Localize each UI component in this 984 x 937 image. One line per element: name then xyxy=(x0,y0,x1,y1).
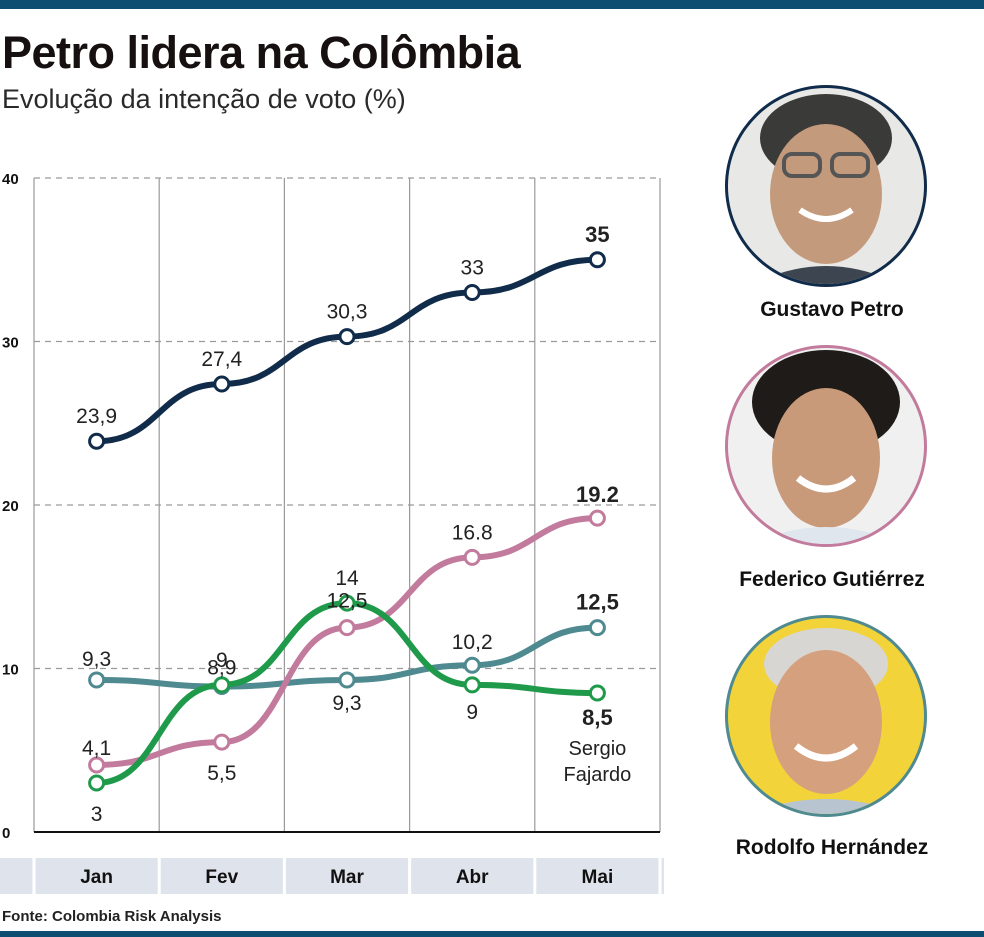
x-tick-label: Mar xyxy=(330,867,364,888)
data-label: 8,5 xyxy=(582,705,613,730)
data-label: 35 xyxy=(585,222,609,247)
series-point xyxy=(588,251,606,269)
portrait-rodolfo-hernandez: Rodolfo Hernández xyxy=(722,612,930,862)
data-label: 19.2 xyxy=(576,482,619,507)
data-label: 9,3 xyxy=(82,648,111,671)
series-point xyxy=(463,548,481,566)
y-tick-label: 10 xyxy=(2,662,19,679)
data-label: 12,5 xyxy=(576,590,619,615)
x-tick-label: Fev xyxy=(205,867,238,888)
series-points xyxy=(88,251,606,792)
data-label: 9,3 xyxy=(332,692,361,715)
data-label: 4,1 xyxy=(82,737,111,760)
candidate-name-petro: Gustavo Petro xyxy=(760,298,904,321)
y-tick-label: 20 xyxy=(2,498,19,515)
y-tick-label: 0 xyxy=(2,825,10,842)
series-point xyxy=(588,684,606,702)
data-label: 3 xyxy=(91,803,103,826)
portrait-gustavo-petro: Gustavo Petro xyxy=(722,82,930,332)
data-label: 33 xyxy=(461,256,484,279)
series-annotation: Sergio xyxy=(568,738,626,760)
x-tick-label: Jan xyxy=(80,867,113,888)
candidate-name-hernandez: Rodolfo Hernández xyxy=(735,836,929,859)
series-point xyxy=(88,432,106,450)
series-point xyxy=(338,619,356,637)
category-bar: Jan Fev Mar Abr Mai xyxy=(0,858,664,894)
candidate-name-gutierrez: Federico Gutiérrez xyxy=(739,568,925,591)
series-point xyxy=(588,619,606,637)
y-tick-label: 30 xyxy=(2,335,19,352)
x-tick-label: Mai xyxy=(582,867,614,888)
series-point xyxy=(213,676,231,694)
chart-grid: 0 10 20 30 40 xyxy=(2,171,661,842)
category-band xyxy=(0,858,664,894)
data-labels: 23,9 27,4 30,3 33 35 4,1 5,5 12,5 16.8 19.2 9,3 8,9… xyxy=(76,222,631,826)
series-point xyxy=(88,774,106,792)
gutierrez-photo xyxy=(725,345,927,547)
data-label: 23,9 xyxy=(76,405,117,428)
series-point xyxy=(213,733,231,751)
data-label: 9 xyxy=(466,701,478,724)
series-point xyxy=(213,375,231,393)
series-point xyxy=(338,594,356,612)
source-note: Fonte: Colombia Risk Analysis xyxy=(2,908,222,925)
data-label: 10,2 xyxy=(452,631,493,654)
series-point xyxy=(338,671,356,689)
series-point xyxy=(463,676,481,694)
x-tick-label: Abr xyxy=(456,867,489,888)
data-label: 30,3 xyxy=(327,301,368,324)
portrait-federico-gutierrez: Federico Gutiérrez xyxy=(722,342,930,592)
petro-photo xyxy=(725,85,927,287)
series-line xyxy=(93,515,601,768)
series-line xyxy=(93,256,601,445)
data-label: 5,5 xyxy=(207,762,236,785)
data-label: 9 xyxy=(216,649,228,672)
hernandez-photo xyxy=(725,615,927,817)
data-label: 8,9 xyxy=(207,656,236,679)
top-rule xyxy=(0,0,984,9)
data-label: 27,4 xyxy=(201,348,242,371)
series-point xyxy=(588,509,606,527)
series-annotation: Fajardo xyxy=(563,764,631,786)
series-point xyxy=(88,671,106,689)
data-label: 12,5 xyxy=(327,590,368,613)
bottom-rule xyxy=(0,931,984,937)
y-tick-label: 40 xyxy=(2,171,19,188)
chart-subtitle: Evolução da intenção de voto (%) xyxy=(2,84,406,114)
data-label: 14 xyxy=(335,567,359,590)
series-point xyxy=(463,283,481,301)
series-point xyxy=(338,328,356,346)
data-label: 16.8 xyxy=(452,521,493,544)
series-point xyxy=(88,756,106,774)
chart-title: Petro lidera na Colômbia xyxy=(2,27,521,78)
series-point xyxy=(463,656,481,674)
